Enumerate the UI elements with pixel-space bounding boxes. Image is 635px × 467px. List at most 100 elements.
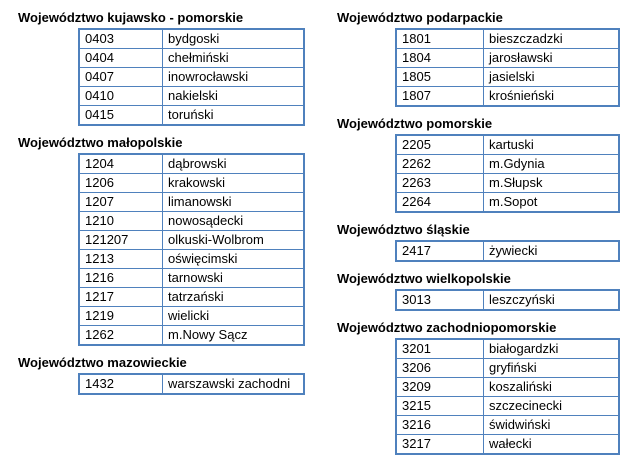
table-row: 3215 szczecinecki [395,396,620,416]
code-cell: 1210 [78,211,163,231]
voivodeship-section: Województwo kujawsko - pomorskie 0403 bydg… [18,10,318,126]
section-heading: Województwo pomorskie [337,116,493,131]
table-row: 0410 nakielski [78,86,305,106]
name-cell: warszawski zachodni [162,373,305,395]
name-cell: gryfiński [483,358,620,378]
table-row: 1807 krośnieński [395,86,620,107]
code-cell: 1206 [78,173,163,193]
voivodeship-section: Województwo pomorskie 2205 kartuski 2262 m.G… [337,116,629,213]
left-column: Województwo kujawsko - pomorskie 0403 bydg… [18,0,318,395]
table-row: 1804 jarosławski [395,48,620,68]
code-cell: 2262 [395,154,484,174]
code-cell: 1213 [78,249,163,269]
name-cell: szczecinecki [483,396,620,416]
name-cell: oświęcimski [162,249,305,269]
table-row: 3209 koszaliński [395,377,620,397]
code-cell: 0410 [78,86,163,106]
table-row: 0407 inowrocławski [78,67,305,87]
voivodeship-section: Województwo wielkopolskie 3013 leszczyński [337,271,629,311]
name-cell: olkuski-Wolbrom [162,230,305,250]
section-heading: Województwo zachodniopomorskie [337,320,557,335]
table-row: 0403 bydgoski [78,28,305,49]
code-cell: 0415 [78,105,163,126]
name-cell: tatrzański [162,287,305,307]
code-cell: 1219 [78,306,163,326]
voivodeship-section: Województwo małopolskie 1204 dąbrowski 1206… [18,135,318,346]
section-heading: Województwo śląskie [337,222,470,237]
code-cell: 3215 [395,396,484,416]
name-cell: wielicki [162,306,305,326]
name-cell: dąbrowski [162,153,305,174]
code-cell: 3217 [395,434,484,455]
table-row: 2263 m.Słupsk [395,173,620,193]
name-cell: leszczyński [483,289,620,311]
code-table: 1204 dąbrowski 1206 krakowski 1207 limanowski… [78,153,305,346]
table-row: 1801 bieszczadzki [395,28,620,49]
code-cell: 2263 [395,173,484,193]
name-cell: żywiecki [483,240,620,262]
table-row: 1805 jasielski [395,67,620,87]
code-table: 0403 bydgoski 0404 chełmiński 0407 inowrocław… [78,28,305,126]
name-cell: jarosławski [483,48,620,68]
name-cell: kartuski [483,134,620,155]
name-cell: m.Sopot [483,192,620,213]
table-row: 121207 olkuski-Wolbrom [78,230,305,250]
right-column: Województwo podarpackie 1801 bieszczadzki 1… [337,0,629,455]
code-cell: 1262 [78,325,163,346]
name-cell: krośnieński [483,86,620,107]
code-table: 2417 żywiecki [395,240,620,262]
code-table: 3013 leszczyński [395,289,620,311]
voivodeship-section: Województwo zachodniopomorskie 3201 białog… [337,320,629,455]
code-cell: 1216 [78,268,163,288]
section-heading: Województwo małopolskie [18,135,183,150]
code-cell: 3201 [395,338,484,359]
code-cell: 1801 [395,28,484,49]
name-cell: bydgoski [162,28,305,49]
code-cell: 1804 [395,48,484,68]
voivodeship-section: Województwo mazowieckie 1432 warszawski za… [18,355,318,395]
name-cell: m.Nowy Sącz [162,325,305,346]
name-cell: krakowski [162,173,305,193]
section-heading: Województwo podarpackie [337,10,503,25]
table-row: 1213 oświęcimski [78,249,305,269]
table-row: 1217 tatrzański [78,287,305,307]
table-row: 2417 żywiecki [395,240,620,262]
table-row: 2205 kartuski [395,134,620,155]
table-row: 3013 leszczyński [395,289,620,311]
name-cell: m.Gdynia [483,154,620,174]
code-table: 3201 białogardzki 3206 gryfiński 3209 koszali… [395,338,620,455]
name-cell: m.Słupsk [483,173,620,193]
code-cell: 3216 [395,415,484,435]
code-cell: 2264 [395,192,484,213]
table-row: 2264 m.Sopot [395,192,620,213]
code-cell: 1207 [78,192,163,212]
table-row: 1210 nowosądecki [78,211,305,231]
table-row: 0404 chełmiński [78,48,305,68]
code-cell: 1432 [78,373,163,395]
name-cell: białogardzki [483,338,620,359]
table-row: 1219 wielicki [78,306,305,326]
table-row: 1432 warszawski zachodni [78,373,305,395]
code-table: 1801 bieszczadzki 1804 jarosławski 1805 jasie… [395,28,620,107]
code-cell: 2205 [395,134,484,155]
name-cell: koszaliński [483,377,620,397]
name-cell: tarnowski [162,268,305,288]
section-heading: Województwo mazowieckie [18,355,187,370]
name-cell: bieszczadzki [483,28,620,49]
table-row: 1207 limanowski [78,192,305,212]
table-row: 3206 gryfiński [395,358,620,378]
code-cell: 1217 [78,287,163,307]
code-cell: 0403 [78,28,163,49]
table-row: 3201 białogardzki [395,338,620,359]
code-cell: 1807 [395,86,484,107]
name-cell: wałecki [483,434,620,455]
code-cell: 121207 [78,230,163,250]
voivodeship-section: Województwo śląskie 2417 żywiecki [337,222,629,262]
code-cell: 1204 [78,153,163,174]
name-cell: jasielski [483,67,620,87]
name-cell: nakielski [162,86,305,106]
name-cell: toruński [162,105,305,126]
section-heading: Województwo wielkopolskie [337,271,511,286]
code-cell: 3209 [395,377,484,397]
